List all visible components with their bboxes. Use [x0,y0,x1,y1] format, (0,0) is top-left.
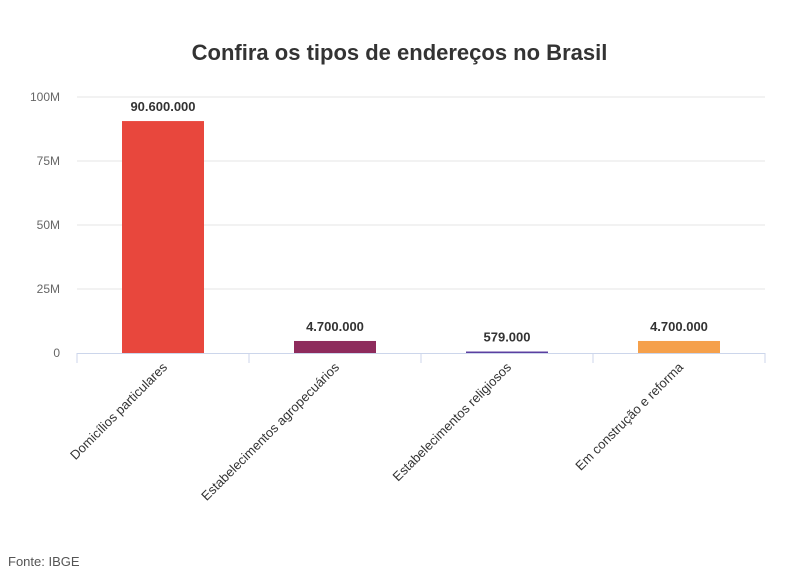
x-tick-label: Estabelecimentos agropecuários [198,359,342,503]
x-axis [76,353,766,363]
y-tick-label: 25M [37,282,60,296]
y-tick-label: 50M [37,218,60,232]
x-tick-label: Em construção e reforma [572,359,686,473]
bar [638,340,720,353]
x-tick-labels: Domicílios particulares Estabelecimentos … [67,359,687,504]
x-tick-label: Domicílios particulares [67,359,170,462]
chart-title: Confira os tipos de endereços no Brasil [191,40,608,65]
bar [466,351,548,353]
x-tick-label: Estabelecimentos religiosos [390,359,515,484]
y-tick-label: 0 [53,346,60,360]
data-label: 90.600.000 [130,99,195,114]
bars [122,121,720,354]
y-axis: 0 25M 50M 75M 100M [30,90,60,360]
data-label: 4.700.000 [650,319,708,334]
data-label: 4.700.000 [306,319,364,334]
source-note: Fonte: IBGE [8,554,80,569]
bar [294,340,376,353]
data-label: 579.000 [484,330,531,345]
bar [122,121,204,354]
data-labels: 90.600.000 4.700.000 579.000 4.700.000 [130,99,707,344]
y-tick-label: 75M [37,154,60,168]
y-tick-label: 100M [30,90,60,104]
